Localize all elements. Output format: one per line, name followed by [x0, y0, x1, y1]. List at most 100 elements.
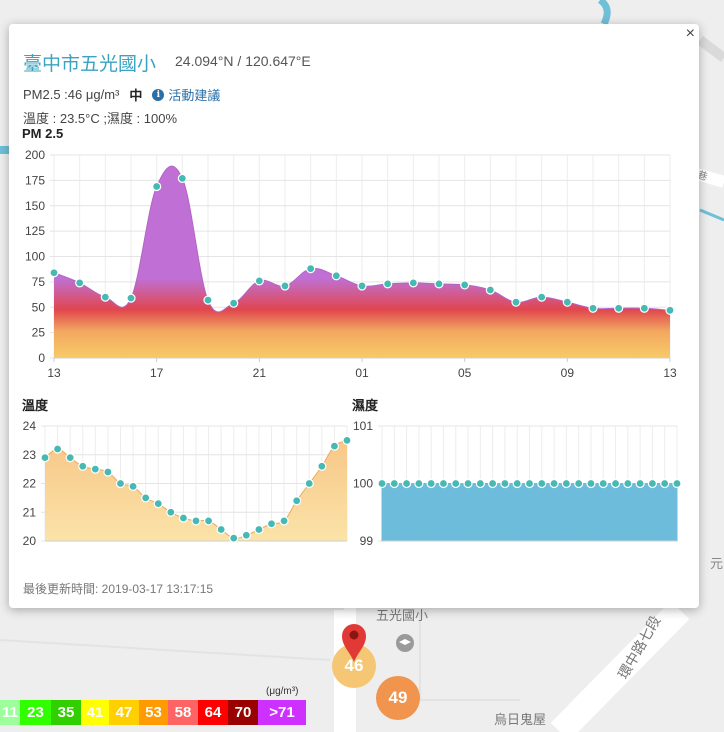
bar	[406, 483, 420, 542]
data-point	[103, 467, 113, 477]
bar	[479, 483, 494, 542]
bar	[492, 483, 506, 542]
bar	[381, 483, 395, 542]
y-tick-label: 21	[23, 505, 37, 519]
data-point	[229, 298, 239, 308]
legend-item: >71	[258, 700, 306, 725]
legend-unit: (μg/m³)	[266, 686, 299, 697]
activity-advice-link[interactable]: 活動建議	[168, 88, 221, 103]
data-point	[342, 435, 352, 445]
y-tick-label: 23	[23, 448, 37, 462]
data-point	[166, 507, 176, 517]
bar	[565, 483, 580, 542]
data-point	[279, 516, 289, 526]
data-point	[292, 496, 302, 506]
data-point	[75, 278, 85, 288]
road	[419, 612, 520, 701]
data-point	[511, 297, 521, 307]
map-label-school: 五光國小	[376, 608, 428, 623]
data-point	[500, 478, 510, 489]
data-point	[672, 478, 682, 489]
data-point	[586, 478, 596, 489]
bar	[467, 483, 481, 542]
bar	[430, 483, 444, 542]
pm-reading-line: PM2.5 :46 μg/m³ 中 i 活動建議	[23, 85, 220, 104]
pm-color-legend: 11 23 35 41 47 53 58 64 70 >71	[0, 700, 306, 725]
area-fill	[45, 440, 347, 541]
chart-title: 溫度	[22, 398, 49, 413]
bar	[639, 483, 653, 542]
station-popup: × 臺中市五光國小 24.094°N / 120.647°E PM2.5 :46…	[9, 24, 699, 608]
bar	[418, 483, 432, 542]
y-tick-label: 99	[360, 534, 374, 548]
bar	[602, 483, 617, 542]
data-point	[512, 478, 522, 489]
data-point	[216, 524, 226, 535]
legend-item: 41	[81, 700, 109, 725]
data-point	[647, 478, 658, 489]
data-point	[280, 281, 290, 291]
map-pin-icon[interactable]	[340, 620, 368, 664]
data-point	[329, 441, 340, 451]
data-point	[401, 478, 412, 489]
y-tick-label: 25	[32, 326, 46, 340]
river-segment	[597, 0, 611, 26]
data-point	[537, 292, 547, 302]
x-tick-label: 13	[47, 366, 61, 380]
data-point	[408, 278, 418, 288]
data-point	[304, 478, 314, 489]
data-point	[561, 478, 571, 489]
y-tick-label: 175	[25, 173, 45, 187]
y-tick-label: 101	[353, 419, 373, 433]
bar	[651, 483, 666, 542]
legend-item: 53	[139, 700, 168, 725]
data-point	[266, 519, 277, 529]
data-point	[614, 303, 624, 313]
y-tick-label: 150	[25, 199, 45, 213]
bar	[442, 483, 457, 542]
data-point	[549, 478, 559, 489]
data-point	[598, 478, 608, 489]
x-tick-label: 21	[253, 366, 267, 380]
data-point	[203, 516, 214, 526]
info-circle-icon[interactable]: i	[152, 88, 165, 101]
bar	[627, 483, 641, 542]
y-tick-label: 100	[25, 250, 45, 264]
river-segment-right	[699, 208, 724, 222]
station-marker-secondary[interactable]: 49	[376, 676, 420, 720]
x-tick-label: 13	[663, 366, 677, 380]
data-point	[665, 305, 675, 315]
data-point	[317, 461, 327, 471]
road	[550, 600, 690, 732]
data-point	[128, 481, 138, 491]
data-point	[562, 297, 572, 307]
pm-level: 中	[129, 88, 143, 103]
x-tick-label: 05	[458, 366, 472, 380]
y-tick-label: 100	[353, 477, 373, 491]
data-point	[126, 293, 136, 303]
bar	[529, 483, 543, 542]
station-title[interactable]: 臺中市五光國小	[23, 54, 157, 75]
legend-item: 64	[198, 700, 228, 725]
close-button[interactable]: ×	[685, 25, 695, 42]
data-point	[241, 530, 251, 540]
data-point	[660, 478, 670, 489]
data-point	[639, 303, 649, 313]
data-point	[475, 478, 485, 489]
data-point	[90, 464, 100, 474]
bar	[541, 483, 555, 542]
school-icon[interactable]	[396, 634, 414, 652]
data-point	[377, 478, 387, 489]
data-point	[485, 285, 495, 295]
chart-title: PM 2.5	[22, 126, 63, 141]
y-tick-label: 50	[32, 300, 46, 314]
y-tick-label: 24	[23, 419, 37, 433]
data-point	[178, 513, 189, 523]
road	[697, 36, 724, 62]
data-point	[588, 303, 598, 313]
data-point	[574, 478, 584, 489]
data-point	[141, 493, 151, 503]
data-point	[460, 280, 470, 290]
data-point	[389, 478, 399, 489]
data-point	[153, 499, 163, 509]
